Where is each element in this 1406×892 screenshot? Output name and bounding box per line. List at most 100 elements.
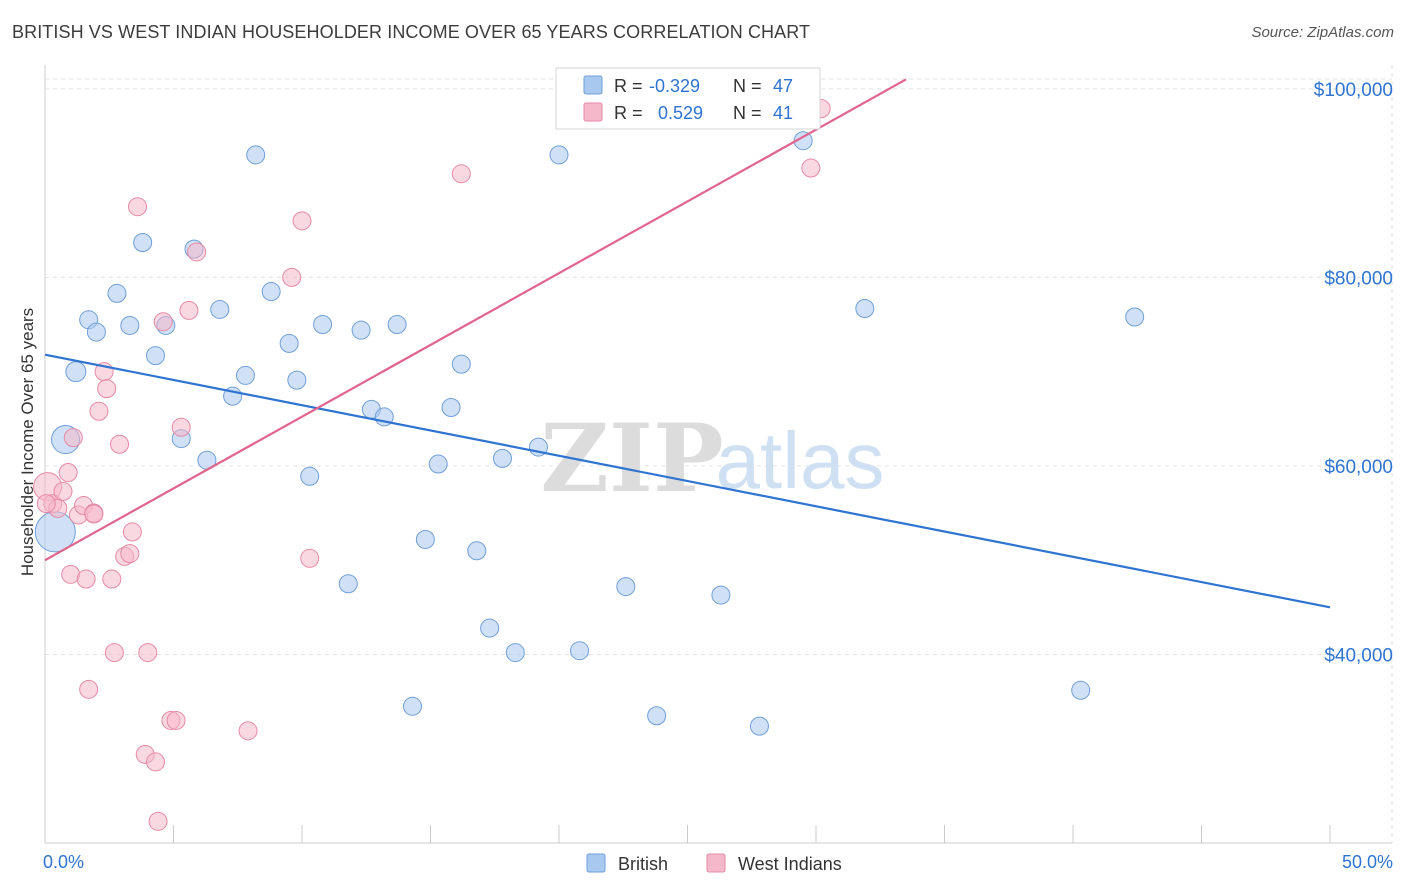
data-point	[351, 320, 371, 340]
data-point	[53, 481, 73, 501]
legend-swatch-british	[583, 75, 603, 95]
legend-bottom-swatch-british	[586, 853, 606, 873]
data-point	[467, 541, 487, 561]
data-point	[647, 706, 667, 726]
legend-n-label: N =	[733, 76, 762, 96]
data-point	[65, 361, 87, 383]
data-point	[133, 233, 153, 253]
data-points	[33, 99, 1145, 831]
data-point	[451, 164, 471, 184]
legend-top-west-indians: R = 0.529 N = 41	[583, 102, 793, 123]
chart-title: BRITISH VS WEST INDIAN HOUSEHOLDER INCOM…	[12, 22, 811, 42]
data-point	[153, 312, 173, 332]
legend-r-value: -0.329	[649, 76, 700, 96]
legend-swatch-west-indians	[583, 102, 603, 122]
y-tick-label: $100,000	[1314, 80, 1393, 101]
data-point	[97, 379, 117, 399]
data-point	[428, 454, 448, 474]
data-point	[300, 548, 320, 568]
data-point	[451, 354, 471, 374]
watermark-atlas: atlas	[716, 416, 885, 505]
trend-line-west-indians	[44, 78, 907, 562]
data-point	[855, 298, 875, 318]
legend-n-value: 47	[773, 76, 793, 96]
data-point	[279, 333, 299, 353]
legend-n-label: N =	[733, 103, 762, 123]
data-point	[403, 696, 423, 716]
y-axis-label: Householder Income Over 65 years	[18, 308, 37, 576]
data-point	[261, 282, 281, 302]
data-point	[128, 197, 148, 217]
legend-top: R = -0.329 N = 47 R = 0.529 N = 41	[555, 67, 821, 130]
data-point	[166, 710, 186, 730]
trend-lines	[44, 78, 1331, 609]
data-point	[282, 267, 302, 287]
grid-lines	[45, 65, 1393, 843]
data-point	[86, 322, 106, 342]
data-point	[287, 370, 307, 390]
data-point	[246, 145, 266, 165]
data-point	[122, 522, 142, 542]
y-tick-labels: $40,000 $60,000 $80,000 $100,000	[1314, 80, 1393, 667]
data-point	[505, 643, 525, 663]
source-note: Source: ZipAtlas.com	[1251, 24, 1394, 41]
legend-n-value: 41	[773, 103, 793, 123]
data-point	[146, 346, 166, 366]
data-point	[711, 585, 731, 605]
data-point	[801, 158, 821, 178]
data-point	[441, 397, 461, 417]
x-tick-label: 50.0%	[1342, 852, 1393, 872]
legend-bottom: British West Indians	[586, 853, 842, 874]
legend-bottom-label-west-indians: West Indians	[738, 854, 842, 874]
data-point	[480, 618, 500, 638]
data-point	[387, 315, 407, 335]
y-tick-label: $80,000	[1324, 268, 1393, 289]
data-point	[120, 544, 140, 564]
y-tick-label: $60,000	[1324, 457, 1393, 478]
data-point	[107, 283, 127, 303]
data-point	[300, 466, 320, 486]
data-point	[210, 299, 230, 319]
data-point	[146, 752, 166, 772]
legend-r-label: R =	[614, 103, 643, 123]
watermark: ZIP atlas	[540, 404, 884, 514]
x-axis	[44, 65, 1392, 844]
data-point	[313, 315, 333, 335]
data-point	[102, 569, 122, 589]
data-point	[570, 641, 590, 661]
trend-line-british	[44, 353, 1331, 609]
data-point	[84, 504, 104, 524]
data-point	[110, 434, 130, 454]
x-tick-label: 0.0%	[43, 852, 84, 872]
data-point	[138, 643, 158, 663]
data-point	[616, 577, 636, 597]
series-british	[34, 131, 1145, 736]
data-point	[238, 721, 258, 741]
data-point	[120, 315, 140, 335]
data-point	[187, 242, 207, 262]
data-point	[415, 529, 435, 549]
data-point	[1125, 307, 1145, 327]
data-point	[492, 448, 512, 468]
data-point	[549, 145, 569, 165]
legend-top-british: R = -0.329 N = 47	[583, 75, 793, 96]
watermark-zip: ZIP	[540, 404, 723, 514]
data-point	[1071, 680, 1091, 700]
data-point	[235, 365, 255, 385]
data-point	[36, 494, 56, 514]
data-point	[79, 679, 99, 699]
legend-bottom-label-british: British	[618, 854, 668, 874]
data-point	[148, 811, 168, 831]
data-point	[63, 428, 83, 448]
data-point	[338, 574, 358, 594]
y-tick-label: $40,000	[1324, 645, 1393, 666]
data-point	[292, 211, 312, 231]
legend-r-value: 0.529	[658, 103, 703, 123]
data-point	[179, 300, 199, 320]
data-point	[58, 463, 78, 483]
data-point	[171, 417, 191, 437]
x-tick-labels: 0.0% 50.0%	[43, 852, 1393, 872]
data-point	[749, 716, 769, 736]
legend-r-label: R =	[614, 76, 643, 96]
